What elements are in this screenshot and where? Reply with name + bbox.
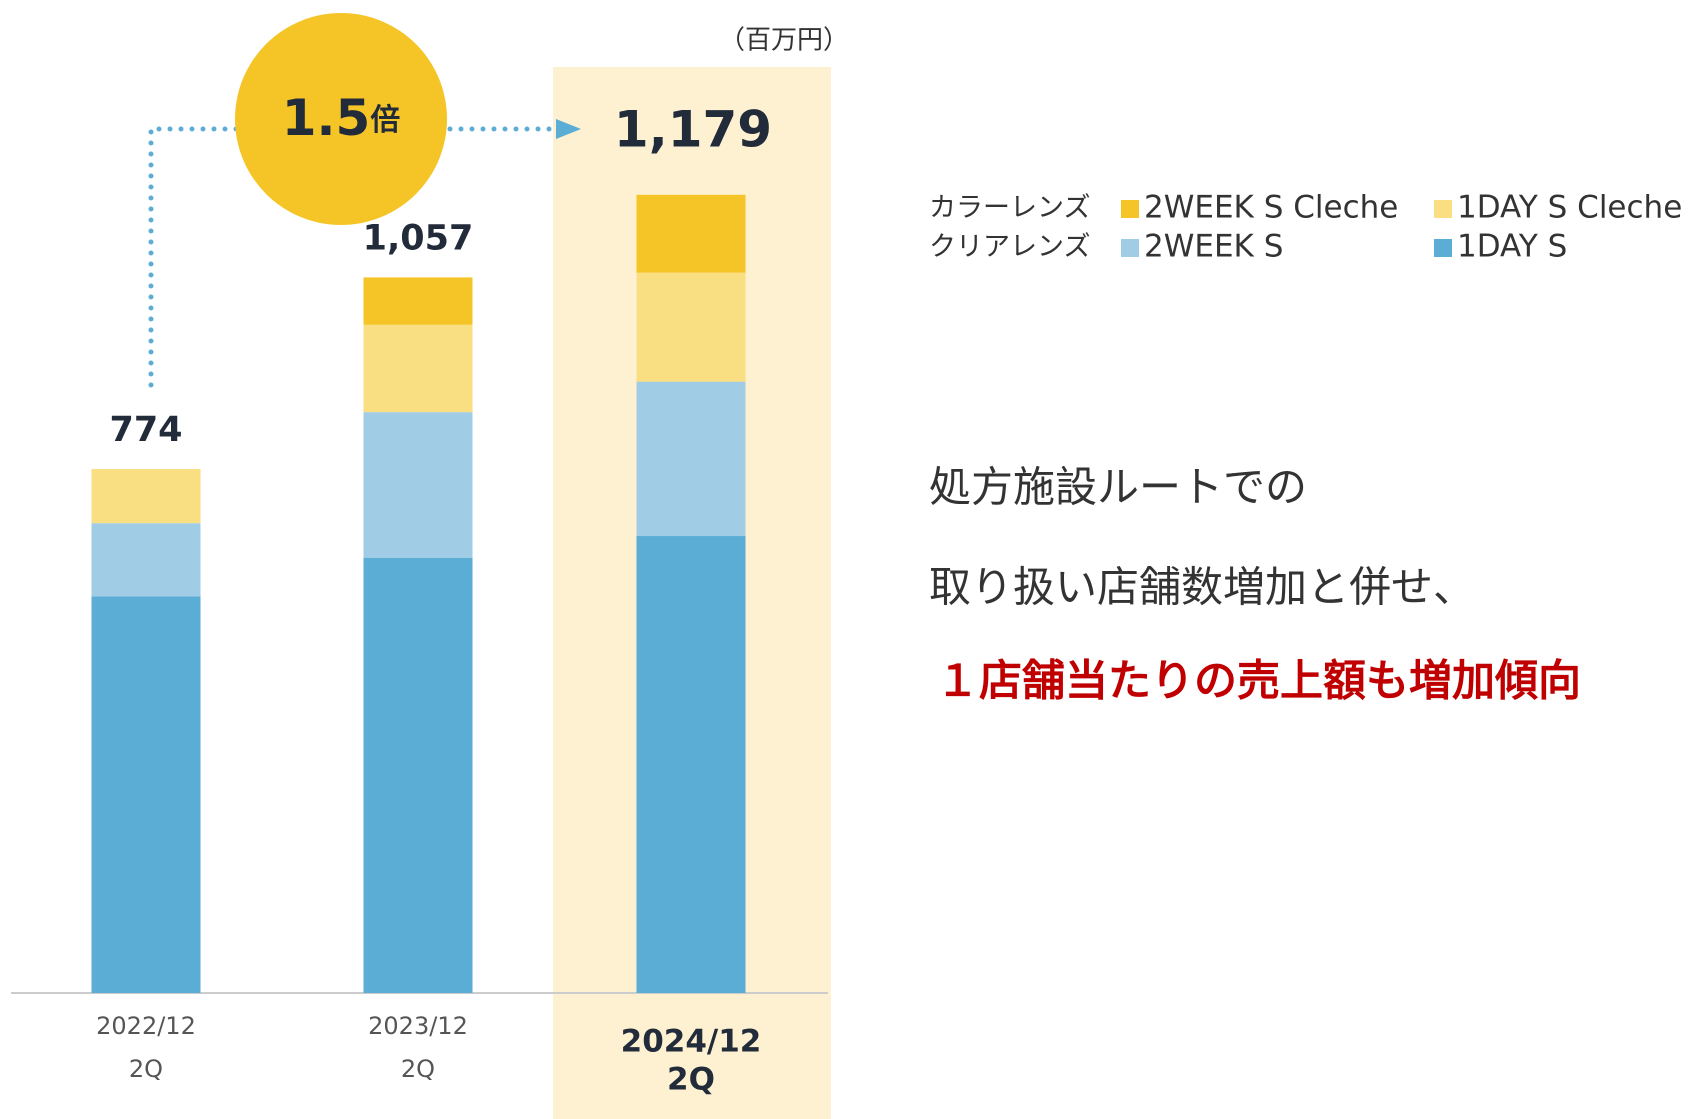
- x-tick-label: 2024/12: [621, 1024, 762, 1060]
- x-tick-label: 2Q: [129, 1055, 163, 1083]
- bar-segment: [636, 381, 746, 537]
- legend-swatch: [1121, 239, 1139, 257]
- body-line: 処方施設ルートでの: [929, 463, 1307, 512]
- x-tick-label: 2Q: [667, 1062, 715, 1098]
- legend-label: 1DAY S: [1457, 229, 1567, 265]
- legend-label: 2WEEK S Cleche: [1144, 190, 1398, 226]
- total-label: 1,057: [363, 218, 474, 258]
- legend-swatch: [1434, 200, 1452, 218]
- legend-swatch: [1434, 239, 1452, 257]
- connector: [148, 126, 243, 388]
- bar-segment: [91, 469, 201, 524]
- bar-segment: [636, 272, 746, 382]
- growth-label: 1.5倍: [282, 89, 401, 147]
- x-tick-label: 2022/12: [96, 1012, 196, 1040]
- bar-segment: [636, 194, 746, 273]
- total-label: 774: [109, 410, 182, 450]
- legend-group: カラーレンズ: [929, 193, 1090, 224]
- bar-segment: [363, 324, 473, 413]
- bar-segment: [363, 277, 473, 325]
- legend-group: クリアレンズ: [929, 232, 1090, 263]
- unit-label: （百万円）: [719, 26, 849, 56]
- legend-swatch: [1121, 200, 1139, 218]
- bar-segment: [363, 412, 473, 558]
- growth-value: 1.5: [282, 89, 371, 147]
- body-line: 取り扱い店舗数増加と併せ、: [929, 563, 1475, 612]
- legend-label: 1DAY S Cleche: [1457, 190, 1682, 226]
- growth-unit: 倍: [370, 103, 400, 138]
- x-tick-label: 2023/12: [368, 1012, 468, 1040]
- legend-label: 2WEEK S: [1144, 229, 1283, 265]
- growth-badge: [235, 13, 447, 225]
- bar-segment: [363, 557, 473, 993]
- total-label: 1,179: [614, 100, 772, 158]
- bar-segment: [636, 536, 746, 993]
- arrow-head: [556, 119, 581, 139]
- x-tick-label: 2Q: [401, 1055, 435, 1083]
- body-emphasis: １店舗当たりの売上額も増加傾向: [936, 657, 1581, 707]
- bar-segment: [91, 523, 201, 597]
- bar-segment: [91, 596, 201, 993]
